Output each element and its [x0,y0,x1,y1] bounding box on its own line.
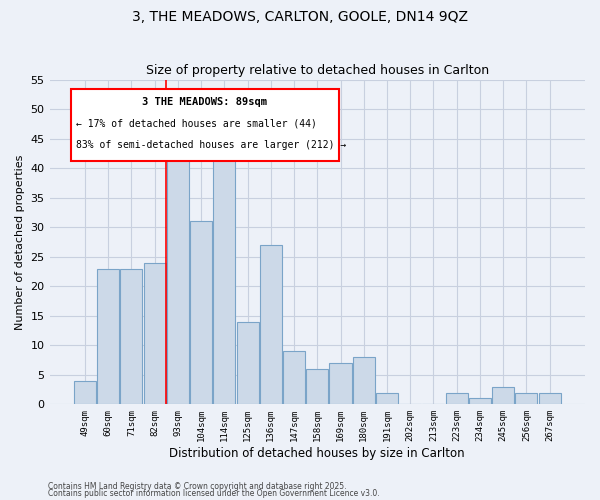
Bar [236,322,259,404]
Bar [515,392,538,404]
Bar [190,222,212,404]
Y-axis label: Number of detached properties: Number of detached properties [15,154,25,330]
Text: 83% of semi-detached houses are larger (212) →: 83% of semi-detached houses are larger (… [76,140,347,149]
X-axis label: Distribution of detached houses by size in Carlton: Distribution of detached houses by size … [169,447,465,460]
Bar [167,132,189,404]
Bar [260,245,282,404]
Bar [376,392,398,404]
Text: ← 17% of detached houses are smaller (44): ← 17% of detached houses are smaller (44… [76,118,317,128]
Text: 3 THE MEADOWS: 89sqm: 3 THE MEADOWS: 89sqm [142,98,268,108]
Bar [329,363,352,405]
Text: Contains HM Land Registry data © Crown copyright and database right 2025.: Contains HM Land Registry data © Crown c… [48,482,347,491]
Text: 3, THE MEADOWS, CARLTON, GOOLE, DN14 9QZ: 3, THE MEADOWS, CARLTON, GOOLE, DN14 9QZ [132,10,468,24]
Bar [213,156,235,404]
Bar [74,380,96,404]
Bar [283,351,305,405]
Bar [446,392,468,404]
Bar [469,398,491,404]
Bar [306,369,328,404]
Bar [539,392,560,404]
Bar [143,262,166,404]
Text: Contains public sector information licensed under the Open Government Licence v3: Contains public sector information licen… [48,489,380,498]
Title: Size of property relative to detached houses in Carlton: Size of property relative to detached ho… [146,64,489,77]
FancyBboxPatch shape [71,90,338,161]
Bar [121,268,142,404]
Bar [492,386,514,404]
Bar [97,268,119,404]
Bar [353,357,375,405]
